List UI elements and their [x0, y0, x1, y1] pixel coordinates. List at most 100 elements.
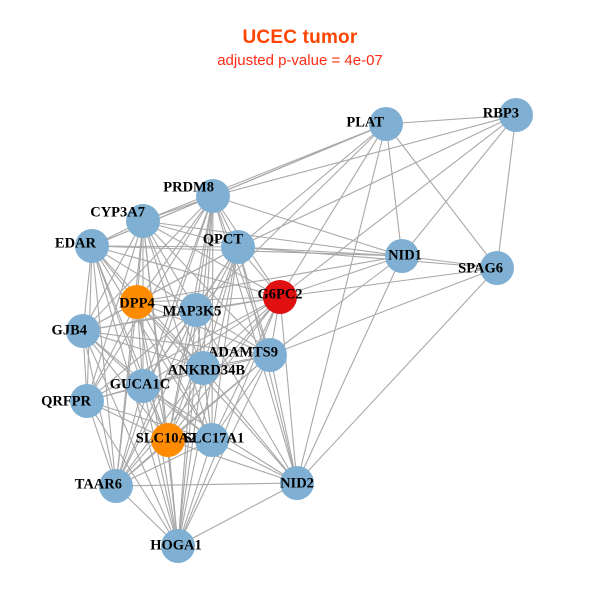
node-circle[interactable]	[75, 229, 109, 263]
node-circle[interactable]	[99, 469, 133, 503]
graph-edge	[202, 296, 281, 369]
node-circle[interactable]	[186, 351, 220, 385]
graph-node-gjb4[interactable]: GJB4	[52, 314, 100, 348]
graph-edge	[385, 123, 403, 257]
node-circle[interactable]	[221, 230, 255, 264]
graph-edge	[91, 245, 197, 311]
graph-edge	[269, 354, 298, 484]
graph-edge	[91, 245, 213, 441]
graph-edge	[136, 301, 179, 547]
graph-edge	[167, 296, 281, 441]
node-circle[interactable]	[179, 293, 213, 327]
node-circle[interactable]	[369, 107, 403, 141]
graph-node-nid2[interactable]: NID2	[280, 466, 314, 500]
graph-edge	[86, 301, 138, 402]
node-circle[interactable]	[480, 251, 514, 285]
graph-node-plat[interactable]: PLAT	[346, 107, 403, 141]
graph-edge	[115, 385, 144, 487]
node-label: QRFPR	[41, 393, 91, 409]
node-label: NID1	[388, 247, 422, 263]
graph-edge	[82, 309, 197, 332]
node-label: QPCT	[203, 231, 244, 247]
graph-edge	[279, 267, 498, 298]
node-circle[interactable]	[499, 98, 533, 132]
graph-edge	[296, 123, 387, 484]
graph-edge	[167, 439, 179, 547]
graph-edge	[195, 309, 298, 484]
node-circle[interactable]	[66, 314, 100, 348]
graph-edge	[86, 400, 179, 547]
graph-edge	[279, 255, 403, 298]
node-circle[interactable]	[126, 204, 160, 238]
graph-node-guca1c[interactable]: GUCA1C	[110, 369, 170, 403]
node-circle[interactable]	[196, 179, 230, 213]
graph-edge	[142, 220, 281, 298]
node-circle[interactable]	[161, 529, 195, 563]
node-circle[interactable]	[263, 280, 297, 314]
graph-edge	[195, 195, 214, 311]
node-circle[interactable]	[70, 384, 104, 418]
graph-node-qrfpr[interactable]: QRFPR	[41, 384, 104, 418]
node-label: GUCA1C	[110, 376, 170, 392]
graph-node-slc10a2[interactable]: SLC10A2	[136, 423, 196, 457]
graph-node-rbp3[interactable]: RBP3	[483, 98, 533, 132]
graph-edge	[115, 296, 281, 487]
node-circle[interactable]	[280, 466, 314, 500]
graph-node-cyp3a7[interactable]: CYP3A7	[90, 204, 160, 238]
node-label: HOGA1	[150, 537, 202, 553]
graph-edge	[496, 114, 517, 269]
graph-edge	[142, 195, 214, 387]
graph-edge	[142, 220, 403, 257]
graph-edge	[167, 246, 239, 441]
graph-edge	[237, 246, 403, 257]
graph-node-taar6[interactable]: TAAR6	[75, 469, 133, 503]
node-label: SLC10A2	[136, 430, 196, 446]
graph-node-ankrd34b[interactable]: ANKRD34B	[168, 351, 246, 385]
node-label: GJB4	[52, 322, 87, 338]
graph-edge	[136, 255, 403, 303]
graph-node-qpct[interactable]: QPCT	[203, 230, 255, 264]
node-circle[interactable]	[385, 239, 419, 273]
node-label: DPP4	[119, 295, 154, 311]
graph-edge	[212, 195, 403, 257]
graph-node-prdm8[interactable]: PRDM8	[163, 179, 230, 213]
graph-edge	[91, 245, 144, 387]
node-circle[interactable]	[120, 285, 154, 319]
node-label: CYP3A7	[90, 204, 145, 220]
node-label: RBP3	[483, 105, 519, 121]
graph-edge	[136, 301, 213, 441]
node-circle[interactable]	[253, 338, 287, 372]
graph-node-edar[interactable]: EDAR	[55, 229, 109, 263]
graph-edge	[82, 330, 179, 547]
node-label: PRDM8	[163, 179, 214, 195]
graph-node-adamts9[interactable]: ADAMTS9	[208, 338, 287, 372]
graph-edge	[86, 400, 213, 441]
graph-edge	[211, 246, 239, 441]
graph-node-map3k5[interactable]: MAP3K5	[163, 293, 222, 327]
graph-node-hoga1[interactable]: HOGA1	[150, 529, 202, 563]
graph-edge	[385, 114, 517, 125]
graph-node-dpp4[interactable]: DPP4	[119, 285, 155, 319]
graph-edge	[177, 367, 204, 547]
node-circle[interactable]	[151, 423, 185, 457]
graph-edge	[237, 114, 517, 248]
graph-node-g6pc2[interactable]: G6PC2	[257, 280, 303, 314]
node-circle[interactable]	[126, 369, 160, 403]
graph-node-nid1[interactable]: NID1	[385, 239, 422, 273]
graph-edge	[91, 245, 169, 441]
graph-edge	[279, 114, 517, 298]
node-layer: PLAT RBP3 PRDM8 CYP3A7 EDAR QPCT NID1 SPAG6 G6PC…	[41, 98, 533, 563]
graph-edge	[136, 301, 271, 356]
node-label: EDAR	[55, 235, 97, 251]
graph-edge	[279, 123, 387, 298]
graph-edge	[136, 301, 298, 484]
node-label: TAAR6	[75, 476, 122, 492]
graph-edge	[195, 123, 387, 311]
graph-edge	[279, 296, 298, 484]
node-circle[interactable]	[195, 423, 229, 457]
node-label: SLC17A1	[184, 430, 244, 446]
graph-node-spag6[interactable]: SPAG6	[458, 251, 514, 285]
graph-node-slc17a1[interactable]: SLC17A1	[184, 423, 244, 457]
graph-edge	[142, 123, 387, 222]
